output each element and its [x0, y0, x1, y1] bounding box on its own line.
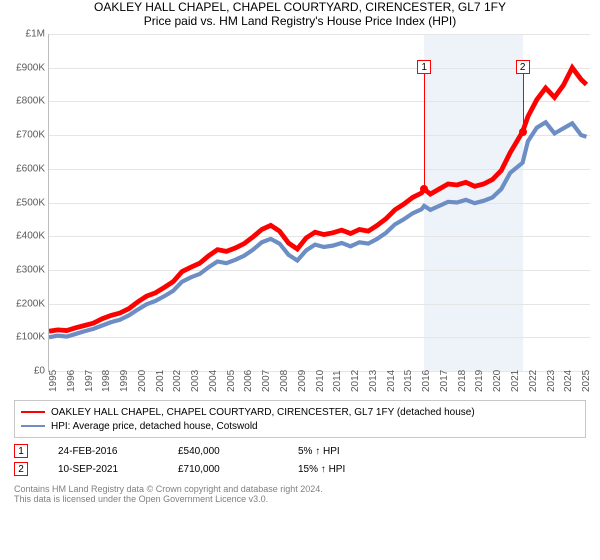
x-tick-label: 1998: [101, 370, 112, 392]
y-tick-label: £300K: [16, 264, 45, 275]
x-tick-label: 2004: [208, 370, 219, 392]
event-row: 2 10-SEP-2021 £710,000 15% ↑ HPI: [14, 460, 586, 478]
chart-title: OAKLEY HALL CHAPEL, CHAPEL COURTYARD, CI…: [0, 0, 600, 14]
y-tick-label: £200K: [16, 298, 45, 309]
legend-item: HPI: Average price, detached house, Cots…: [21, 419, 579, 433]
y-tick-label: £600K: [16, 163, 45, 174]
event-date: 24-FEB-2016: [58, 446, 148, 457]
footer-attribution: Contains HM Land Registry data © Crown c…: [14, 484, 586, 504]
x-tick-label: 2021: [510, 370, 521, 392]
x-tick-label: 2007: [261, 370, 272, 392]
event-flag-1: 1: [417, 60, 431, 74]
event-flag-line: [424, 74, 425, 189]
event-price: £710,000: [178, 464, 268, 475]
x-tick-label: 2012: [350, 370, 361, 392]
event-price: £540,000: [178, 446, 268, 457]
event-date: 10-SEP-2021: [58, 464, 148, 475]
x-tick-label: 2023: [546, 370, 557, 392]
legend-swatch: [21, 425, 45, 427]
legend: OAKLEY HALL CHAPEL, CHAPEL COURTYARD, CI…: [14, 400, 586, 438]
series-line-property: [49, 68, 586, 332]
event-flag-line: [523, 74, 524, 132]
event-marker: 2: [14, 462, 28, 476]
price-chart: £0£100K£200K£300K£400K£500K£600K£700K£80…: [48, 34, 590, 392]
x-tick-label: 2016: [421, 370, 432, 392]
y-tick-label: £800K: [16, 96, 45, 107]
x-tick-label: 2020: [492, 370, 503, 392]
x-tick-label: 2015: [403, 370, 414, 392]
y-tick-label: £500K: [16, 197, 45, 208]
event-marker: 1: [14, 444, 28, 458]
x-tick-label: 2005: [226, 370, 237, 392]
x-tick-label: 2019: [474, 370, 485, 392]
y-tick-label: £100K: [16, 332, 45, 343]
x-tick-label: 2013: [368, 370, 379, 392]
legend-item: OAKLEY HALL CHAPEL, CHAPEL COURTYARD, CI…: [21, 405, 579, 419]
x-tick-label: 1999: [119, 370, 130, 392]
x-tick-label: 2009: [297, 370, 308, 392]
y-tick-label: £400K: [16, 231, 45, 242]
event-table: 1 24-FEB-2016 £540,000 5% ↑ HPI 2 10-SEP-2021…: [14, 442, 586, 478]
chart-lines: [49, 34, 590, 371]
x-tick-label: 1997: [84, 370, 95, 392]
legend-label: OAKLEY HALL CHAPEL, CHAPEL COURTYARD, CI…: [51, 407, 475, 418]
y-tick-label: £1M: [26, 29, 45, 40]
y-tick-label: £700K: [16, 130, 45, 141]
x-tick-label: 2011: [332, 370, 343, 392]
legend-swatch: [21, 411, 45, 413]
x-tick-label: 1996: [66, 370, 77, 392]
event-delta: 15% ↑ HPI: [298, 464, 388, 475]
event-dot-1: [420, 185, 428, 193]
x-tick-label: 2014: [386, 370, 397, 392]
x-tick-label: 2000: [137, 370, 148, 392]
x-tick-label: 2022: [528, 370, 539, 392]
x-tick-label: 1995: [48, 370, 59, 392]
plot-area: £0£100K£200K£300K£400K£500K£600K£700K£80…: [48, 34, 590, 372]
x-tick-label: 2008: [279, 370, 290, 392]
x-tick-label: 2025: [581, 370, 592, 392]
footer-line: Contains HM Land Registry data © Crown c…: [14, 484, 586, 494]
x-tick-label: 2018: [457, 370, 468, 392]
x-tick-label: 2001: [155, 370, 166, 392]
y-tick-label: £0: [34, 366, 45, 377]
event-dot-2: [519, 128, 527, 136]
x-tick-label: 2010: [315, 370, 326, 392]
legend-label: HPI: Average price, detached house, Cots…: [51, 421, 258, 432]
event-delta: 5% ↑ HPI: [298, 446, 388, 457]
event-flag-2: 2: [516, 60, 530, 74]
chart-subtitle: Price paid vs. HM Land Registry's House …: [0, 14, 600, 28]
x-tick-label: 2002: [172, 370, 183, 392]
x-tick-label: 2024: [563, 370, 574, 392]
x-axis: 1995 1996 1997 1998 1999 2000 2001 2002 2003 2004…: [48, 372, 590, 392]
x-tick-label: 2003: [190, 370, 201, 392]
x-tick-label: 2006: [243, 370, 254, 392]
x-tick-label: 2017: [439, 370, 450, 392]
event-row: 1 24-FEB-2016 £540,000 5% ↑ HPI: [14, 442, 586, 460]
y-tick-label: £900K: [16, 62, 45, 73]
footer-line: This data is licensed under the Open Gov…: [14, 494, 586, 504]
